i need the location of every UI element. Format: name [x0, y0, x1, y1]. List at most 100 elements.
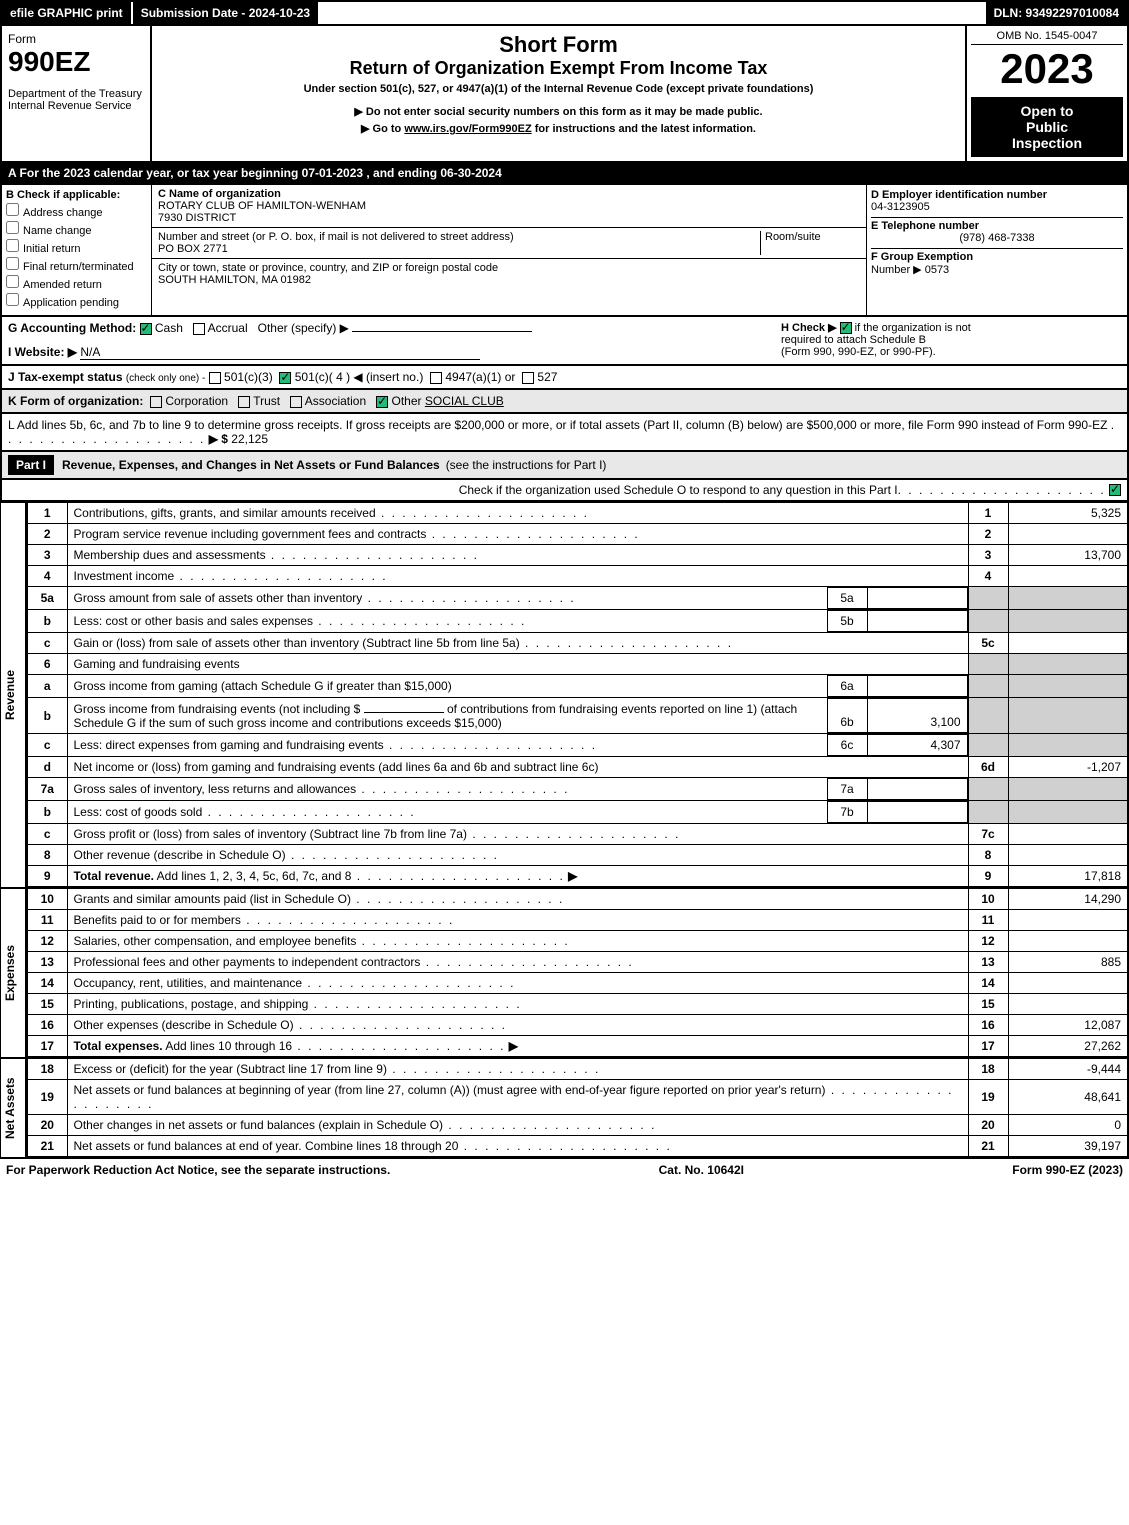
check-accrual[interactable]	[193, 323, 205, 335]
line-16: 16Other expenses (describe in Schedule O…	[27, 1015, 1128, 1036]
line-4: 4Investment income4	[27, 566, 1128, 587]
line-7c: cGross profit or (loss) from sales of in…	[27, 824, 1128, 845]
footer-right: Form 990-EZ (2023)	[1012, 1163, 1123, 1177]
line-3: 3Membership dues and assessments313,700	[27, 545, 1128, 566]
check-assoc[interactable]	[290, 396, 302, 408]
group-label: F Group Exemption	[871, 251, 973, 263]
dept-irs: Internal Revenue Service	[8, 100, 144, 112]
check-corp[interactable]	[150, 396, 162, 408]
line-17: 17Total expenses. Add lines 10 through 1…	[27, 1036, 1128, 1058]
check-527[interactable]	[522, 372, 534, 384]
check-cash[interactable]	[140, 323, 152, 335]
line-5b: bLess: cost or other basis and sales exp…	[27, 610, 1128, 633]
row-a-tax-year: A For the 2023 calendar year, or tax yea…	[0, 163, 1129, 185]
line-10: 10Grants and similar amounts paid (list …	[27, 889, 1128, 910]
line-15: 15Printing, publications, postage, and s…	[27, 994, 1128, 1015]
city-label: City or town, state or province, country…	[158, 262, 860, 274]
col-b-label: B Check if applicable:	[6, 189, 147, 201]
part-i-table: Revenue 1Contributions, gifts, grants, a…	[0, 502, 1129, 888]
addr-label: Number and street (or P. O. box, if mail…	[158, 231, 760, 243]
line-2: 2Program service revenue including gover…	[27, 524, 1128, 545]
omb-number: OMB No. 1545-0047	[971, 30, 1123, 45]
line-7b: bLess: cost of goods sold7b	[27, 801, 1128, 824]
col-b-checkboxes: B Check if applicable: Address change Na…	[2, 185, 152, 315]
dept-treasury: Department of the Treasury	[8, 88, 144, 100]
line-5c: cGain or (loss) from sale of assets othe…	[27, 633, 1128, 654]
accounting-label: G Accounting Method:	[8, 321, 136, 335]
line-20: 20Other changes in net assets or fund ba…	[27, 1115, 1128, 1136]
form-subtitle: Under section 501(c), 527, or 4947(a)(1)…	[158, 83, 959, 95]
gross-receipts-value: 22,125	[231, 432, 268, 446]
org-city: SOUTH HAMILTON, MA 01982	[158, 274, 860, 286]
part-i-label: Part I	[8, 455, 54, 475]
form-number: 990EZ	[8, 46, 144, 78]
check-4947[interactable]	[430, 372, 442, 384]
page-footer: For Paperwork Reduction Act Notice, see …	[0, 1158, 1129, 1181]
form-title-1: Short Form	[158, 32, 959, 58]
line-21: 21Net assets or fund balances at end of …	[27, 1136, 1128, 1158]
check-address-change[interactable]: Address change	[6, 203, 147, 219]
website-label: I Website: ▶	[8, 345, 77, 359]
org-address: PO BOX 2771	[158, 243, 760, 255]
part-i-header: Part I Revenue, Expenses, and Changes in…	[0, 452, 1129, 480]
side-netassets: Net Assets	[0, 1058, 26, 1158]
row-l: L Add lines 5b, 6c, and 7b to line 9 to …	[0, 414, 1129, 452]
efile-print-button[interactable]: efile GRAPHIC print	[2, 2, 131, 24]
line-18: 18Excess or (deficit) for the year (Subt…	[27, 1059, 1128, 1080]
check-501c3[interactable]	[209, 372, 221, 384]
col-d-ids: D Employer identification number 04-3123…	[867, 185, 1127, 315]
check-application-pending[interactable]: Application pending	[6, 293, 147, 309]
line-6c: cLess: direct expenses from gaming and f…	[27, 734, 1128, 757]
check-501c[interactable]	[279, 372, 291, 384]
line-7a: 7aGross sales of inventory, less returns…	[27, 778, 1128, 801]
org-name-label: C Name of organization	[158, 188, 860, 200]
row-k: K Form of organization: Corporation Trus…	[0, 390, 1129, 414]
org-name: ROTARY CLUB OF HAMILTON-WENHAM	[158, 200, 860, 212]
line-5a: 5aGross amount from sale of assets other…	[27, 587, 1128, 610]
line-13: 13Professional fees and other payments t…	[27, 952, 1128, 973]
form-note-1: ▶ Do not enter social security numbers o…	[158, 105, 959, 118]
line-8: 8Other revenue (describe in Schedule O)8	[27, 845, 1128, 866]
line-1: 1Contributions, gifts, grants, and simil…	[27, 503, 1128, 524]
tax-year: 2023	[971, 45, 1123, 93]
room-suite-label: Room/suite	[760, 231, 860, 255]
row-h: H Check ▶ if the organization is not req…	[781, 321, 1121, 360]
section-bcd: B Check if applicable: Address change Na…	[0, 185, 1129, 317]
check-other-org[interactable]	[376, 396, 388, 408]
ein-label: D Employer identification number	[871, 189, 1123, 201]
submission-date: Submission Date - 2024-10-23	[131, 2, 318, 24]
irs-link[interactable]: www.irs.gov/Form990EZ	[404, 123, 531, 135]
footer-left: For Paperwork Reduction Act Notice, see …	[6, 1163, 390, 1177]
form-header: Form 990EZ Department of the Treasury In…	[0, 26, 1129, 163]
side-expenses: Expenses	[0, 888, 26, 1058]
check-trust[interactable]	[238, 396, 250, 408]
form-note-2: ▶ Go to www.irs.gov/Form990EZ for instru…	[158, 122, 959, 135]
side-revenue: Revenue	[0, 502, 26, 888]
website-value: N/A	[80, 345, 480, 360]
open-to-public: Open to Public Inspection	[971, 97, 1123, 157]
form-title-2: Return of Organization Exempt From Incom…	[158, 58, 959, 79]
check-amended-return[interactable]: Amended return	[6, 275, 147, 291]
org-district: 7930 DISTRICT	[158, 212, 860, 224]
check-schedule-b[interactable]	[840, 322, 852, 334]
ein-value: 04-3123905	[871, 201, 1123, 213]
check-schedule-o[interactable]	[1109, 484, 1121, 496]
part-i-title: Revenue, Expenses, and Changes in Net As…	[62, 458, 440, 472]
line-6: 6Gaming and fundraising events	[27, 654, 1128, 675]
check-name-change[interactable]: Name change	[6, 221, 147, 237]
other-org-value: SOCIAL CLUB	[425, 394, 504, 408]
top-bar: efile GRAPHIC print Submission Date - 20…	[0, 0, 1129, 26]
line-19: 19Net assets or fund balances at beginni…	[27, 1080, 1128, 1115]
line-14: 14Occupancy, rent, utilities, and mainte…	[27, 973, 1128, 994]
dln-label: DLN: 93492297010084	[986, 2, 1127, 24]
check-final-return[interactable]: Final return/terminated	[6, 257, 147, 273]
line-6a: aGross income from gaming (attach Schedu…	[27, 675, 1128, 698]
group-value: 0573	[925, 264, 949, 276]
check-initial-return[interactable]: Initial return	[6, 239, 147, 255]
col-c-org-info: C Name of organization ROTARY CLUB OF HA…	[152, 185, 867, 315]
footer-mid: Cat. No. 10642I	[659, 1163, 744, 1177]
line-6d: dNet income or (loss) from gaming and fu…	[27, 757, 1128, 778]
line-6b: bGross income from fundraising events (n…	[27, 698, 1128, 734]
line-9: 9Total revenue. Add lines 1, 2, 3, 4, 5c…	[27, 866, 1128, 888]
line-11: 11Benefits paid to or for members11	[27, 910, 1128, 931]
